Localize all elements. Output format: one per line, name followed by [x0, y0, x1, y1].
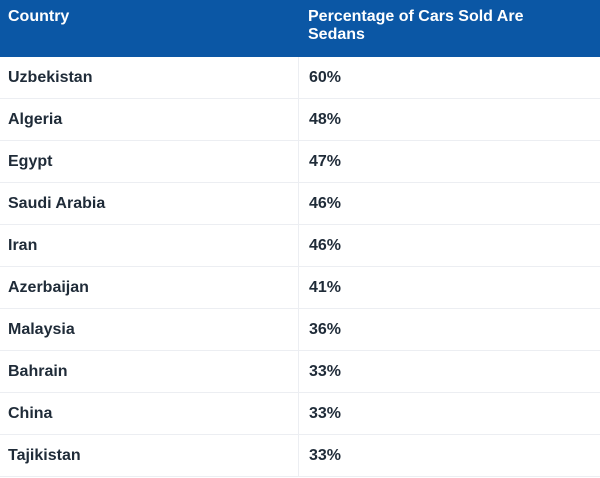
table-row: Egypt 47% — [0, 141, 600, 183]
country-cell: China — [8, 404, 53, 422]
column-header-percentage: Percentage of Cars Sold Are Sedans — [308, 8, 524, 43]
table-row: Saudi Arabia 46% — [0, 183, 600, 225]
percentage-cell: 33% — [298, 351, 600, 392]
country-cell: Malaysia — [8, 320, 75, 338]
percentage-cell: 41% — [298, 267, 600, 308]
percentage-cell: 36% — [298, 309, 600, 350]
percentage-cell: 46% — [298, 183, 600, 224]
table-row: China 33% — [0, 393, 600, 435]
percentage-cell: 33% — [298, 435, 600, 476]
country-cell: Azerbaijan — [8, 278, 89, 296]
table-row: Iran 46% — [0, 225, 600, 267]
country-cell: Egypt — [8, 152, 53, 170]
country-cell: Uzbekistan — [8, 68, 93, 86]
table-row: Algeria 48% — [0, 99, 600, 141]
country-cell: Bahrain — [8, 362, 68, 380]
country-cell: Iran — [8, 236, 38, 254]
country-cell: Algeria — [8, 110, 63, 128]
column-header-country: Country — [8, 8, 70, 25]
country-cell: Tajikistan — [8, 446, 81, 464]
percentage-cell: 48% — [298, 99, 600, 140]
table-row: Bahrain 33% — [0, 351, 600, 393]
table-header-row: Country Percentage of Cars Sold Are Seda… — [0, 0, 600, 57]
table-row: Uzbekistan 60% — [0, 57, 600, 99]
table-row: Malaysia 36% — [0, 309, 600, 351]
percentage-cell: 47% — [298, 141, 600, 182]
country-cell: Saudi Arabia — [8, 194, 106, 212]
percentage-cell: 46% — [298, 225, 600, 266]
percentage-cell: 60% — [298, 57, 600, 98]
table-row: Tajikistan 33% — [0, 435, 600, 477]
table-row: Azerbaijan 41% — [0, 267, 600, 309]
percentage-cell: 33% — [298, 393, 600, 434]
